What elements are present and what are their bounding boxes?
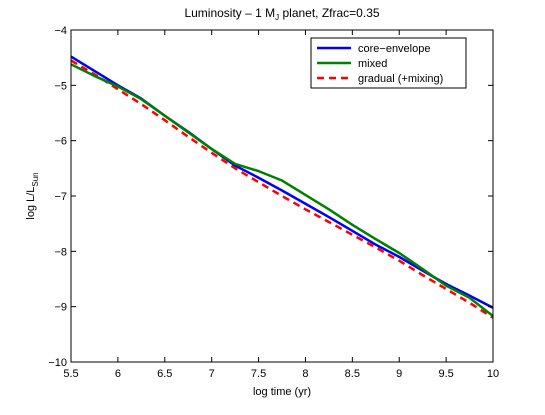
y-label-subscript: Sun xyxy=(31,172,40,186)
title-text: Luminosity – 1 MJ planet, Zfrac=0.35 xyxy=(184,6,379,22)
y-tick-label: −9 xyxy=(54,302,67,314)
title-part: planet, Zfrac=0.35 xyxy=(279,6,380,20)
chart-title: Luminosity – 1 MJ planet, Zfrac=0.35 xyxy=(184,6,379,22)
x-tick-label: 8.5 xyxy=(345,368,360,380)
x-tick-label: 8 xyxy=(302,368,308,380)
y-tick-label: −6 xyxy=(54,136,67,148)
y-tick-label: −5 xyxy=(54,80,67,92)
x-axis-label-text: log time (yr) xyxy=(253,386,311,398)
series-line-gradual-mixing xyxy=(70,59,494,319)
title-part: Luminosity – 1 M xyxy=(184,6,275,20)
series-lines xyxy=(70,55,494,319)
title-subscript: J xyxy=(275,13,279,22)
x-tick-label: 9 xyxy=(396,368,402,380)
x-tick-label: 6 xyxy=(115,368,121,380)
legend-label: core−envelope xyxy=(358,43,430,55)
axes: 5.5 6 6.5 7 7.5 8 8.5 9 9.5 10 −10 −9 −8 −7 −6 −5 −4 xyxy=(48,25,499,380)
x-tick-label: 7.5 xyxy=(251,368,266,380)
y-label-part: log L/L xyxy=(25,187,37,220)
x-axis-label: log time (yr) xyxy=(253,386,311,398)
y-tick-label: −7 xyxy=(54,191,67,203)
x-tick-label: 6.5 xyxy=(157,368,172,380)
y-tick-label: −4 xyxy=(54,25,67,37)
x-tick-label: 5.5 xyxy=(63,368,78,380)
legend-label: mixed xyxy=(358,58,387,70)
y-tick-label: −8 xyxy=(54,246,67,258)
legend: core−envelope mixed gradual (+mixing) xyxy=(310,37,467,89)
y-axis-label-text: log L/LSun xyxy=(25,172,40,219)
x-tick-label: 7 xyxy=(209,368,215,380)
x-tick-label: 9.5 xyxy=(438,368,453,380)
legend-label: gradual (+mixing) xyxy=(358,73,443,85)
series-line-mixed xyxy=(70,63,494,318)
y-axis-label: log L/LSun xyxy=(25,172,40,219)
x-tick-label: 10 xyxy=(487,368,499,380)
y-tick-label: −10 xyxy=(48,357,67,369)
